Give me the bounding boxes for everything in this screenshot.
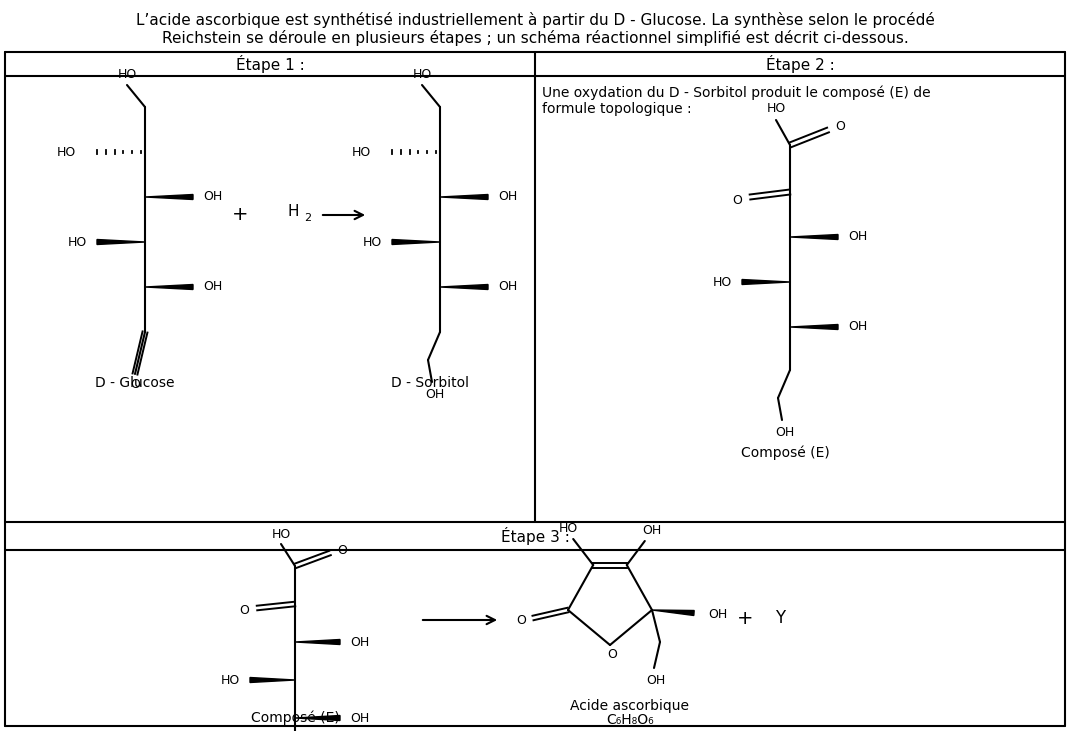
Text: +: +: [232, 205, 248, 224]
Text: O: O: [732, 194, 742, 206]
Text: O: O: [239, 605, 249, 618]
Text: OH: OH: [776, 425, 795, 439]
Text: HO: HO: [118, 69, 137, 81]
Text: HO: HO: [352, 145, 371, 159]
Text: O: O: [607, 648, 617, 662]
Text: O: O: [337, 544, 347, 556]
Text: OH: OH: [849, 230, 868, 243]
Text: C₆H₈O₆: C₆H₈O₆: [607, 713, 654, 727]
Polygon shape: [97, 240, 146, 244]
Text: O: O: [516, 613, 526, 626]
Text: Étape 1 :: Étape 1 :: [235, 55, 304, 73]
Text: OH: OH: [350, 711, 369, 724]
Text: HO: HO: [713, 276, 732, 289]
Text: HO: HO: [412, 69, 431, 81]
Polygon shape: [250, 678, 295, 683]
Polygon shape: [146, 194, 193, 200]
Polygon shape: [790, 235, 838, 240]
Text: Y: Y: [775, 609, 785, 627]
Text: 2: 2: [304, 213, 311, 223]
Text: HO: HO: [272, 528, 291, 540]
Text: HO: HO: [363, 235, 382, 249]
Polygon shape: [295, 716, 340, 721]
Text: HO: HO: [766, 102, 785, 115]
Text: +: +: [737, 608, 753, 627]
Text: HO: HO: [57, 145, 76, 159]
Text: O: O: [835, 121, 845, 134]
Text: H: H: [287, 205, 299, 219]
Text: Composé (E): Composé (E): [250, 711, 339, 725]
Text: Étape 2 :: Étape 2 :: [766, 55, 835, 73]
Text: OH: OH: [203, 281, 223, 294]
Polygon shape: [440, 194, 488, 200]
Text: Composé (E): Composé (E): [740, 446, 829, 461]
Text: OH: OH: [642, 525, 661, 537]
Text: L’acide ascorbique est synthétisé industriellement à partir du D - Glucose. La s: L’acide ascorbique est synthétisé indust…: [136, 12, 934, 28]
Polygon shape: [440, 284, 488, 289]
Polygon shape: [742, 279, 790, 284]
Polygon shape: [295, 640, 340, 645]
Text: Reichstein se déroule en plusieurs étapes ; un schéma réactionnel simplifié est : Reichstein se déroule en plusieurs étape…: [162, 30, 908, 46]
Text: Une oxydation du D - Sorbitol produit le composé (E) de: Une oxydation du D - Sorbitol produit le…: [542, 86, 931, 100]
Text: formule topologique :: formule topologique :: [542, 102, 691, 116]
Text: OH: OH: [426, 387, 445, 401]
Polygon shape: [392, 240, 440, 244]
Polygon shape: [790, 325, 838, 330]
Text: OH: OH: [498, 191, 517, 203]
Text: OH: OH: [203, 191, 223, 203]
Text: OH: OH: [708, 608, 728, 621]
Text: Étape 3 :: Étape 3 :: [501, 527, 569, 545]
Text: OH: OH: [498, 281, 517, 294]
Polygon shape: [146, 284, 193, 289]
Text: O: O: [131, 379, 140, 392]
Text: OH: OH: [849, 320, 868, 333]
Text: HO: HO: [559, 523, 578, 536]
Text: OH: OH: [350, 635, 369, 648]
Text: HO: HO: [67, 235, 87, 249]
Text: HO: HO: [220, 673, 240, 686]
Polygon shape: [652, 610, 694, 616]
Text: D - Glucose: D - Glucose: [95, 376, 174, 390]
Text: D - Sorbitol: D - Sorbitol: [391, 376, 469, 390]
Text: OH: OH: [646, 673, 666, 686]
Text: Acide ascorbique: Acide ascorbique: [570, 699, 689, 713]
